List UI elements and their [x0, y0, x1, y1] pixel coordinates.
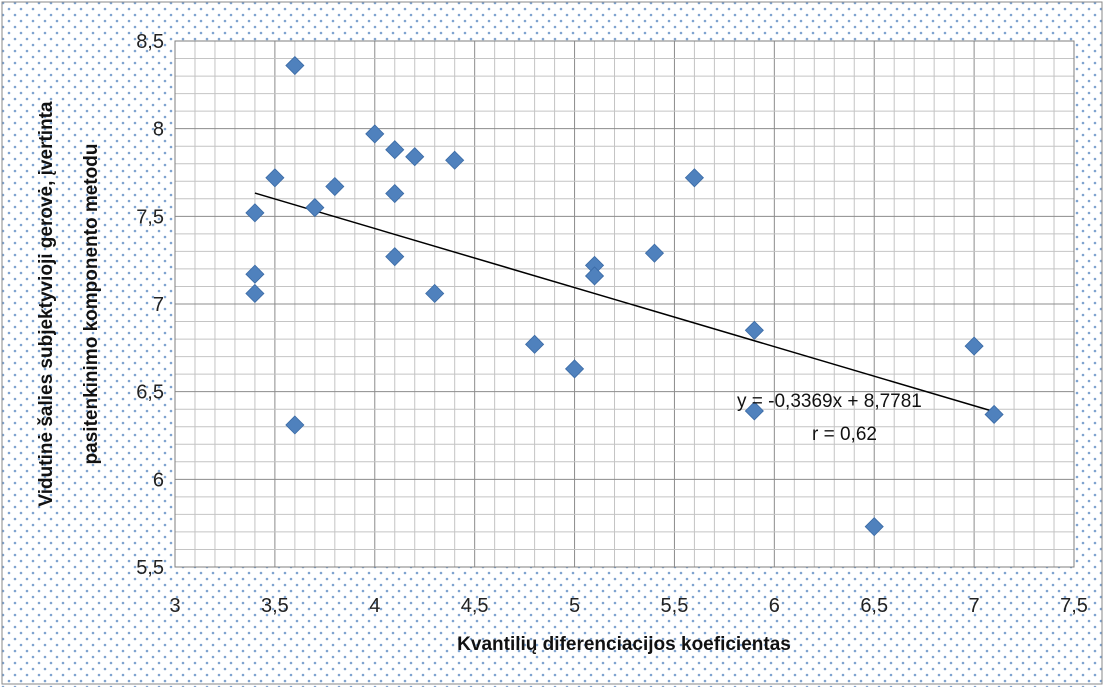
data-point [285, 55, 305, 76]
y-axis-title-line-2: pasitenkinimo komponento metodu [81, 144, 102, 465]
data-point [385, 183, 405, 204]
y-tick-label: 7 [153, 294, 164, 316]
data-point [644, 243, 665, 263]
data-point [744, 401, 764, 421]
data-point [245, 203, 265, 223]
data-point [425, 283, 445, 304]
data-point [525, 334, 545, 354]
y-tick-label: 8 [153, 119, 164, 141]
x-tick-labels: 3 3,5 4 4,5 5 5,5 6 6,5 7 7,5 [169, 595, 1087, 617]
y-tick-label: 7,5 [136, 206, 164, 228]
y-tick-label: 6,5 [136, 382, 164, 404]
y-axis-title-line-1: Vidutinė šalies subjektyvioji gerovė, įv… [36, 101, 57, 507]
data-point [984, 404, 1004, 425]
x-tick-label: 7,5 [1060, 595, 1088, 617]
x-axis-title: Kvantilių diferenciacijos koeficientas [457, 634, 791, 655]
data-point [405, 147, 425, 167]
x-tick-label: 4,5 [461, 595, 489, 617]
plot-border [174, 40, 1075, 568]
data-point [245, 264, 265, 284]
data-point [325, 176, 345, 197]
data-point [305, 198, 325, 218]
data-point [265, 168, 285, 188]
data-point [245, 283, 265, 304]
data-points [245, 55, 1004, 537]
grid [175, 41, 1074, 567]
x-tick-label: 6 [769, 595, 780, 617]
data-point [584, 266, 605, 286]
data-point [744, 320, 764, 340]
data-point [684, 168, 704, 188]
data-point [445, 150, 465, 170]
y-tick-label: 6 [153, 469, 164, 491]
trendline-equation: y = -0,3369x + 8,7781 [737, 391, 922, 412]
data-point [365, 124, 385, 144]
y-tick-labels: 8,5 8 7,5 7 6,5 6 5,5 [136, 31, 164, 579]
data-point [864, 517, 884, 537]
x-tick-label: 4 [369, 595, 380, 617]
data-point [564, 359, 585, 379]
x-tick-label: 7 [969, 595, 980, 617]
x-tick-label: 5,5 [661, 595, 689, 617]
y-tick-label: 5,5 [136, 557, 164, 579]
correlation-label: r = 0,62 [812, 424, 877, 445]
data-point [385, 247, 405, 267]
trendline [254, 192, 995, 413]
data-point [285, 415, 305, 435]
x-tick-label: 6,5 [860, 595, 888, 617]
data-point [964, 336, 984, 356]
y-tick-label: 8,5 [136, 31, 164, 53]
x-tick-label: 3 [169, 595, 180, 617]
x-tick-label: 3,5 [261, 595, 289, 617]
x-tick-label: 5 [569, 595, 580, 617]
data-point [385, 140, 405, 160]
